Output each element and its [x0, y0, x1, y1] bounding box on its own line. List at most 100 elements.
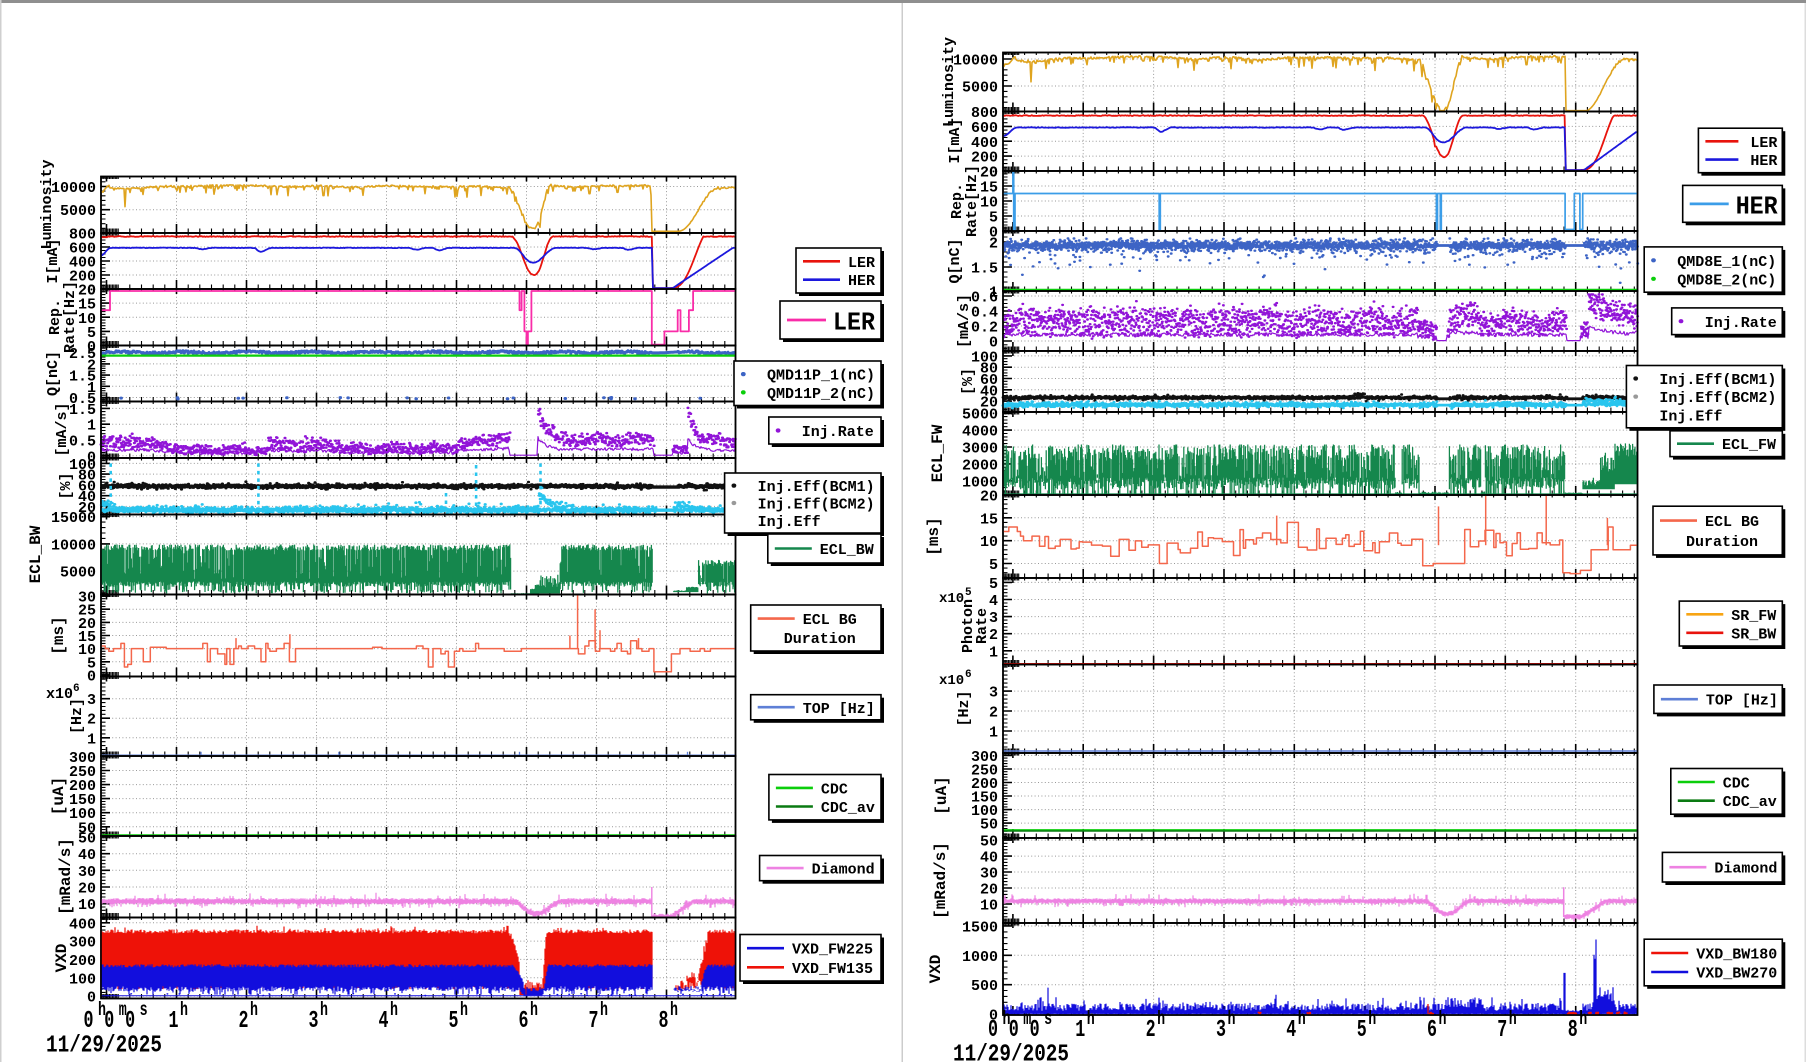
svg-text:10000: 10000 [51, 537, 96, 554]
svg-text:Inj.Eff(BCM1): Inj.Eff(BCM1) [1659, 372, 1776, 389]
svg-text:20: 20 [78, 283, 96, 300]
svg-text:Inj.Rate: Inj.Rate [1705, 315, 1777, 332]
svg-text:6: 6 [73, 683, 80, 695]
svg-text:1500: 1500 [962, 920, 998, 937]
svg-text:0.5: 0.5 [69, 434, 96, 451]
svg-text:100: 100 [69, 806, 96, 823]
svg-text:h: h [600, 999, 608, 1021]
svg-text:0: 0 [84, 1008, 94, 1035]
svg-text:m: m [119, 999, 127, 1021]
svg-text:I[mA]: I[mA] [45, 238, 62, 283]
svg-text:Rate[Hz]: Rate[Hz] [62, 281, 79, 353]
svg-text:Rep.: Rep. [47, 299, 64, 335]
svg-text:200: 200 [69, 269, 96, 286]
svg-text:1: 1 [87, 380, 96, 397]
svg-text:2000: 2000 [962, 457, 998, 474]
svg-text:500: 500 [971, 978, 998, 995]
svg-text:LER: LER [833, 308, 875, 338]
svg-text:Q[nC]: Q[nC] [947, 238, 964, 283]
svg-text:QMD8E_1(nC): QMD8E_1(nC) [1677, 254, 1776, 271]
svg-text:[mA/s]: [mA/s] [54, 402, 71, 456]
svg-text:Rate: Rate [974, 608, 991, 644]
svg-text:1.5: 1.5 [69, 369, 96, 386]
svg-text:h: h [390, 999, 398, 1021]
svg-text:40: 40 [78, 489, 96, 506]
svg-text:100: 100 [69, 457, 96, 474]
svg-text:h: h [98, 999, 106, 1021]
svg-text:h: h [460, 999, 468, 1021]
svg-text:5: 5 [989, 210, 998, 227]
svg-text:7: 7 [589, 1008, 599, 1035]
svg-text:h: h [1439, 1008, 1447, 1030]
svg-text:3: 3 [87, 692, 96, 709]
svg-text:3: 3 [989, 610, 998, 627]
svg-text:1.5: 1.5 [69, 402, 96, 419]
svg-text:15: 15 [78, 629, 96, 646]
svg-text:200: 200 [69, 778, 96, 795]
svg-text:2: 2 [989, 236, 998, 253]
svg-text:LER: LER [1750, 135, 1777, 152]
svg-text:50: 50 [980, 834, 998, 851]
svg-text:Inj.Eff: Inj.Eff [1659, 408, 1722, 425]
svg-text:h: h [250, 999, 258, 1021]
svg-text:0.6: 0.6 [971, 290, 998, 307]
svg-text:x10: x10 [939, 591, 964, 607]
svg-text:Rate[Hz]: Rate[Hz] [964, 165, 981, 237]
svg-text:h: h [180, 999, 188, 1021]
svg-text:0: 0 [87, 449, 96, 466]
svg-text:10: 10 [980, 534, 998, 551]
svg-text:VXD_BW180: VXD_BW180 [1696, 947, 1777, 964]
svg-text:4: 4 [989, 593, 998, 610]
svg-text:20: 20 [980, 395, 998, 412]
svg-text:2: 2 [239, 1008, 249, 1035]
svg-text:[mRad/s]: [mRad/s] [57, 838, 75, 915]
svg-text:4000: 4000 [962, 424, 998, 441]
svg-text:VXD: VXD [53, 944, 71, 973]
svg-text:5: 5 [989, 576, 998, 593]
svg-text:5: 5 [965, 587, 972, 599]
svg-text:Inj.Eff(BCM1): Inj.Eff(BCM1) [758, 479, 875, 496]
svg-text:0: 0 [125, 1008, 135, 1035]
svg-text:QMD11P_2(nC): QMD11P_2(nC) [767, 386, 875, 403]
svg-text:LER: LER [848, 255, 875, 272]
svg-text:0: 0 [988, 1017, 998, 1044]
svg-text:Inj.Eff: Inj.Eff [758, 514, 821, 531]
svg-text:150: 150 [69, 792, 96, 809]
svg-text:20: 20 [980, 882, 998, 899]
svg-text:5: 5 [449, 1008, 459, 1035]
svg-text:40: 40 [980, 850, 998, 867]
svg-text:HER: HER [848, 273, 875, 290]
svg-text:600: 600 [69, 241, 96, 258]
svg-text:3: 3 [989, 685, 998, 702]
svg-text:[ms]: [ms] [925, 517, 943, 555]
svg-text:0: 0 [87, 283, 96, 300]
svg-text:QMD8E_2(nC): QMD8E_2(nC) [1677, 272, 1776, 289]
svg-text:10: 10 [78, 311, 96, 328]
svg-text:30: 30 [78, 590, 96, 607]
svg-text:ECL_BW: ECL_BW [820, 542, 874, 559]
svg-text:20: 20 [980, 489, 998, 506]
svg-text:11/29/2025: 11/29/2025 [953, 1042, 1069, 1062]
svg-text:4: 4 [1286, 1017, 1296, 1044]
svg-text:800: 800 [69, 227, 96, 244]
svg-text:400: 400 [69, 916, 96, 933]
svg-text:m: m [1023, 1008, 1031, 1030]
svg-text:100: 100 [971, 349, 998, 366]
svg-text:0: 0 [87, 339, 96, 356]
svg-text:6: 6 [519, 1008, 529, 1035]
svg-text:ECL_FW: ECL_FW [1722, 437, 1776, 454]
svg-text:s: s [1044, 1008, 1052, 1030]
svg-text:3000: 3000 [962, 441, 998, 458]
svg-text:Inj.Rate: Inj.Rate [802, 424, 874, 441]
svg-text:60: 60 [78, 478, 96, 495]
svg-text:CDC: CDC [821, 781, 848, 798]
svg-text:2: 2 [989, 627, 998, 644]
svg-text:h: h [1298, 1008, 1306, 1030]
svg-text:0: 0 [87, 668, 96, 685]
svg-text:25: 25 [78, 603, 96, 620]
svg-text:0: 0 [989, 335, 998, 352]
svg-text:10: 10 [78, 897, 96, 914]
svg-text:h: h [1157, 1008, 1165, 1030]
svg-text:300: 300 [971, 749, 998, 766]
svg-text:0.2: 0.2 [971, 320, 998, 337]
